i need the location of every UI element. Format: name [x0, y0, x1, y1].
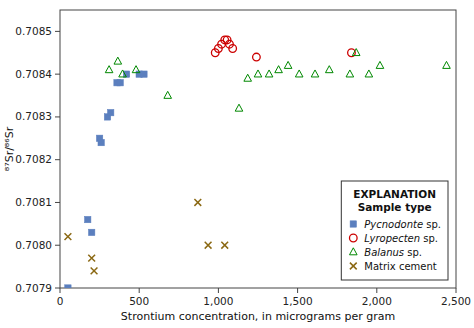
point: [295, 70, 303, 77]
point: [376, 61, 384, 68]
x-tick: [139, 288, 140, 293]
point: [194, 199, 201, 206]
legend-swatch: [349, 248, 357, 255]
point: [352, 49, 360, 56]
y-tick-label: 0.7081: [15, 196, 52, 208]
x-tick-label: 1,000: [203, 295, 233, 307]
y-tick: [55, 245, 60, 246]
point: [85, 216, 91, 222]
legend: EXPLANATIONSample type Pycnodonte sp. Lyro…: [341, 181, 448, 280]
x-tick-label: 1,500: [283, 295, 313, 307]
x-tick-label: 2,000: [362, 295, 392, 307]
point: [65, 233, 72, 240]
point: [221, 242, 228, 249]
plot-frame: [60, 10, 456, 288]
plot-area: [65, 36, 451, 288]
point: [346, 70, 354, 77]
point: [265, 70, 273, 77]
x-tick-label: 500: [129, 295, 149, 307]
legend-swatch: [349, 234, 357, 242]
point: [311, 70, 319, 77]
point: [244, 74, 252, 81]
point: [365, 70, 373, 77]
point: [443, 61, 451, 68]
legend-box: [341, 181, 448, 280]
y-tick-label: 0.7080: [15, 239, 52, 251]
y-tick: [55, 288, 60, 289]
point: [98, 139, 104, 145]
point: [132, 66, 140, 73]
point: [119, 70, 127, 77]
y-tick: [55, 74, 60, 75]
point: [205, 242, 212, 249]
y-tick: [55, 159, 60, 160]
y-tick-label: 0.7082: [15, 153, 52, 165]
point: [105, 66, 113, 73]
point: [229, 45, 237, 53]
point: [284, 61, 292, 68]
y-tick-label: 0.7079: [15, 282, 52, 294]
y-tick: [55, 116, 60, 117]
point: [235, 104, 243, 111]
y-tick-label: 0.7085: [15, 25, 52, 37]
x-tick: [60, 288, 61, 293]
legend-title: Sample type: [358, 201, 432, 213]
point: [114, 57, 122, 64]
legend-swatch: [350, 221, 356, 227]
point: [253, 53, 261, 61]
x-tick: [297, 288, 298, 293]
x-tick: [218, 288, 219, 293]
x-axis-label: Strontium concentration, in micrograms p…: [121, 310, 395, 323]
point: [117, 80, 123, 86]
point: [164, 91, 172, 98]
series: [105, 49, 450, 112]
point: [65, 285, 71, 288]
point: [325, 66, 333, 73]
legend-label: Matrix cement: [364, 261, 437, 272]
x-tick: [376, 288, 377, 293]
point: [275, 66, 283, 73]
point: [141, 71, 147, 77]
point: [88, 255, 95, 262]
y-axis-label: ⁸⁷Sr/⁸⁶Sr: [3, 126, 16, 171]
y-tick: [55, 31, 60, 32]
legend-title: EXPLANATION: [353, 188, 436, 200]
series: [65, 71, 147, 288]
legend-label: Balanus sp.: [364, 247, 422, 258]
point: [91, 267, 98, 274]
axes: 0 500 1,000 1,500 2,000 2,500 0.7079 0.7080 0.70…: [15, 25, 471, 307]
x-tick: [456, 288, 457, 293]
y-tick-label: 0.7084: [15, 68, 52, 80]
series: [65, 199, 229, 274]
chart: 0 500 1,000 1,500 2,000 2,500 0.7079 0.7080 0.70…: [0, 0, 474, 328]
legend-label: Pycnodonte sp.: [364, 219, 441, 230]
legend-label: Lyropecten sp.: [364, 233, 438, 244]
y-tick-label: 0.7083: [15, 110, 52, 122]
y-tick: [55, 202, 60, 203]
legend-swatch: [350, 263, 357, 270]
point: [254, 70, 262, 77]
x-tick-label: 0: [57, 295, 64, 307]
series: [211, 36, 355, 61]
x-tick-label: 2,500: [441, 295, 471, 307]
point: [107, 109, 113, 115]
point: [88, 229, 94, 235]
